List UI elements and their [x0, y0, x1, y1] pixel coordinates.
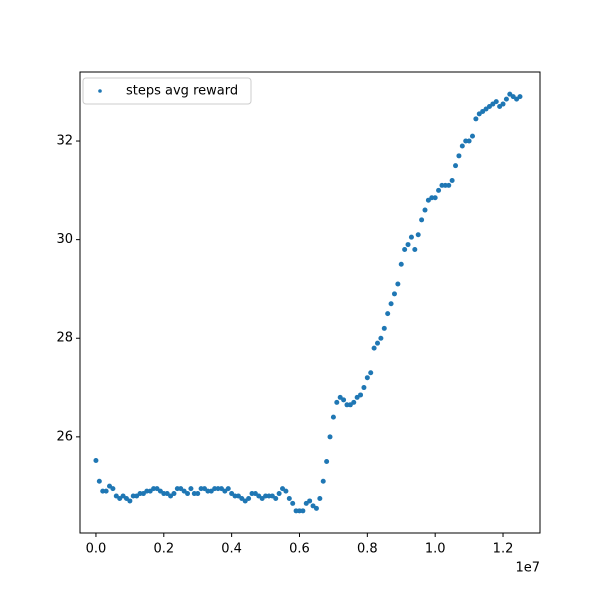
- point: [415, 232, 421, 238]
- point: [371, 345, 377, 351]
- point: [324, 459, 330, 465]
- point: [185, 491, 191, 497]
- point: [327, 434, 333, 440]
- point: [422, 207, 428, 213]
- y-tick-label: 32: [56, 134, 73, 149]
- point: [436, 187, 442, 193]
- point: [300, 508, 306, 514]
- point: [286, 495, 292, 501]
- point: [419, 217, 425, 223]
- x-offset-label: 1e7: [515, 561, 540, 576]
- point: [334, 399, 340, 405]
- point: [402, 246, 408, 252]
- y-tick-label: 28: [56, 331, 73, 346]
- point: [290, 500, 296, 506]
- x-tick-label: 1.0: [425, 542, 446, 557]
- point: [358, 392, 364, 398]
- point: [385, 311, 391, 317]
- point: [368, 370, 374, 376]
- point: [391, 291, 397, 297]
- y-tick-label: 30: [56, 232, 73, 247]
- point: [195, 491, 201, 497]
- point: [103, 488, 109, 494]
- point: [408, 234, 414, 240]
- point: [351, 399, 357, 405]
- x-tick-label: 0.8: [357, 542, 378, 557]
- point: [453, 163, 459, 169]
- point: [456, 153, 462, 159]
- point: [375, 340, 381, 346]
- x-tick-label: 0.6: [289, 542, 310, 557]
- x-tick-label: 1.2: [493, 542, 514, 557]
- point: [466, 138, 472, 144]
- point: [364, 375, 370, 381]
- point: [341, 397, 347, 403]
- point: [273, 495, 279, 501]
- point: [446, 182, 452, 188]
- x-tick-label: 0.2: [153, 542, 174, 557]
- point: [320, 478, 326, 484]
- point: [517, 94, 523, 100]
- point: [459, 143, 465, 149]
- point: [283, 488, 289, 494]
- y-tick-label: 26: [56, 429, 73, 444]
- point: [317, 495, 323, 501]
- point: [493, 99, 499, 105]
- x-tick-label: 0.0: [86, 542, 107, 557]
- point: [225, 486, 231, 492]
- legend-marker: [98, 89, 102, 93]
- point: [171, 491, 177, 497]
- point: [449, 177, 455, 183]
- legend-box: [82, 77, 252, 105]
- point: [398, 261, 404, 267]
- point: [127, 498, 133, 504]
- point: [93, 458, 99, 464]
- point: [313, 505, 319, 511]
- point: [412, 246, 418, 252]
- point: [361, 385, 367, 391]
- point: [473, 116, 479, 122]
- point: [276, 491, 282, 497]
- point: [405, 242, 411, 248]
- point: [246, 495, 252, 501]
- point: [188, 486, 194, 492]
- point: [96, 478, 102, 484]
- point: [378, 335, 384, 341]
- point: [432, 195, 438, 201]
- point: [330, 414, 336, 420]
- axes-frame: [79, 71, 541, 534]
- point: [500, 101, 506, 107]
- x-tick-label: 0.4: [221, 542, 242, 557]
- point: [307, 498, 313, 504]
- point: [381, 325, 387, 331]
- legend-label: steps avg reward: [126, 84, 238, 99]
- point: [388, 301, 394, 307]
- point: [395, 281, 401, 287]
- point: [503, 96, 509, 102]
- point: [110, 486, 116, 492]
- point: [469, 133, 475, 139]
